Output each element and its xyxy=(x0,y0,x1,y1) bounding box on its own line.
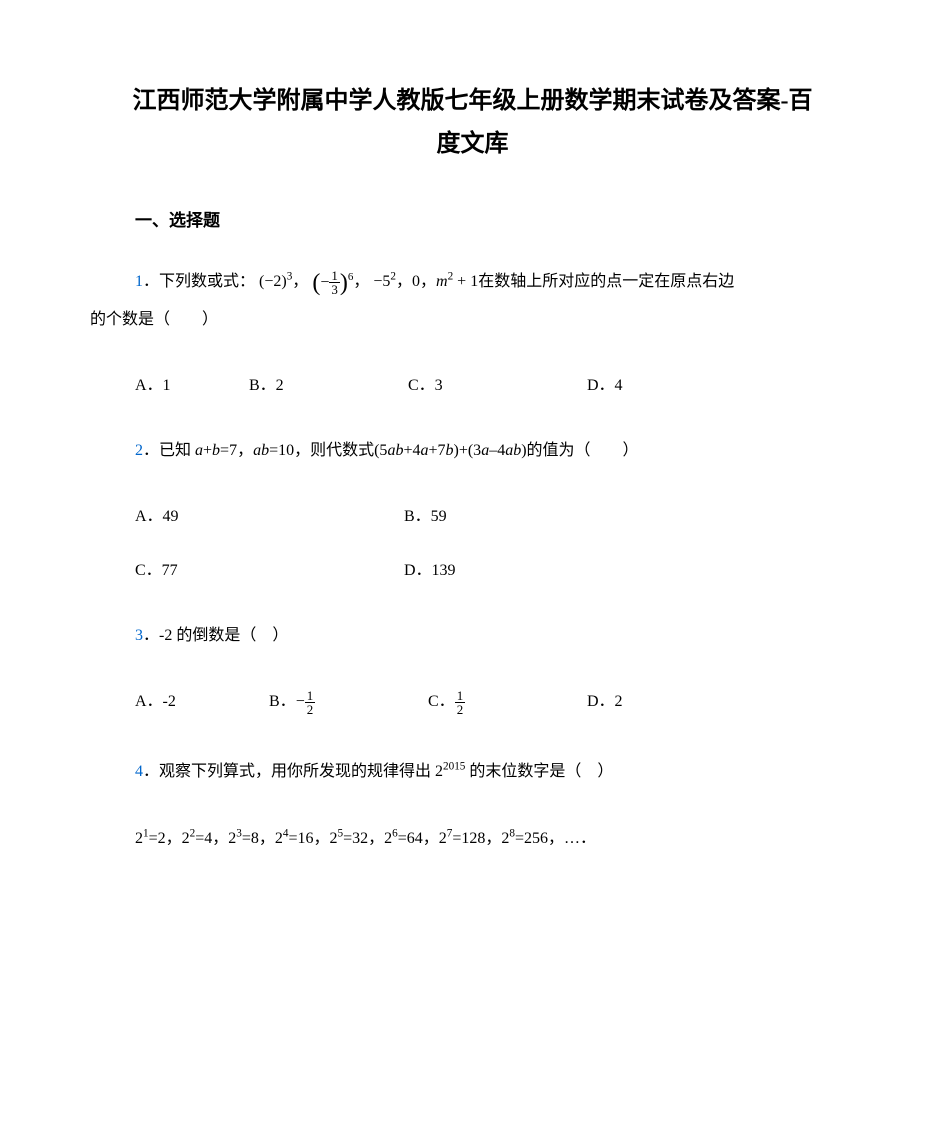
q2-opt-c: C．77 xyxy=(135,556,400,580)
q1-opt-c: C．3 xyxy=(408,371,583,395)
q3-opt-d: D．2 xyxy=(587,687,623,711)
q4-text-after: 的末位数字是（ ） xyxy=(465,763,613,780)
q2-opt-b: B．59 xyxy=(404,502,447,526)
question-1-options: A．1 B．2 C．3 D．4 xyxy=(135,371,855,395)
question-4-sequence: 21=2，22=4，23=8，24=16，25=32，26=64，27=128，… xyxy=(135,823,855,855)
q1-expr3: −52 xyxy=(373,273,396,290)
question-3: 3．-2 的倒数是（ ） xyxy=(135,620,855,652)
question-3-options: A．-2 B．−12 C．12 D．2 xyxy=(135,687,855,716)
question-1-cont: 的个数是（ ） xyxy=(90,304,855,336)
q4-text-before: ．观察下列算式，用你所发现的规律得出 2 xyxy=(143,763,443,780)
q4-exp: 2015 xyxy=(443,760,465,772)
q1-expr5: m2 + 1 xyxy=(436,273,478,290)
title-line-2: 度文库 xyxy=(437,131,509,157)
title-line-1: 江西师范大学附属中学人教版七年级上册数学期末试卷及答案-百 xyxy=(133,88,813,114)
document-title: 江西师范大学附属中学人教版七年级上册数学期末试卷及答案-百 度文库 xyxy=(90,80,855,166)
q1-expr1: (−2)3 xyxy=(259,273,292,290)
q3-opt-a: A．-2 xyxy=(135,687,265,711)
q2-opt-a: A．49 xyxy=(135,502,400,526)
q1-expr4: 0 xyxy=(412,273,420,290)
question-2: 2．已知 a+b=7，ab=10，则代数式(5ab+4a+7b)+(3a–4ab… xyxy=(135,435,855,467)
q3-opt-c: C．12 xyxy=(428,687,583,716)
q1-opt-b: B．2 xyxy=(249,371,404,395)
q1-text-after: 在数轴上所对应的点一定在原点右边 xyxy=(478,273,734,290)
question-number: 4 xyxy=(135,763,143,780)
question-4: 4．观察下列算式，用你所发现的规律得出 22015 的末位数字是（ ） xyxy=(135,756,855,788)
q1-opt-a: A．1 xyxy=(135,371,245,395)
q3-text: ．-2 的倒数是（ ） xyxy=(143,627,288,644)
question-1: 1．下列数或式： (−2)3， (−13)6 ， −52，0，m2 + 1在数轴… xyxy=(135,266,855,298)
q1-expr2: (−13)6 xyxy=(312,267,353,299)
question-number: 2 xyxy=(135,442,143,459)
q1-opt-d: D．4 xyxy=(587,371,623,395)
section-header: 一、选择题 xyxy=(135,206,855,231)
q3-opt-b: B．−12 xyxy=(269,687,424,716)
question-number: 1 xyxy=(135,273,143,290)
question-2-options: A．49 B．59 C．77 D．139 xyxy=(135,502,855,580)
question-number: 3 xyxy=(135,627,143,644)
q2-opt-d: D．139 xyxy=(404,556,456,580)
q1-text-before: ．下列数或式： xyxy=(143,273,255,290)
